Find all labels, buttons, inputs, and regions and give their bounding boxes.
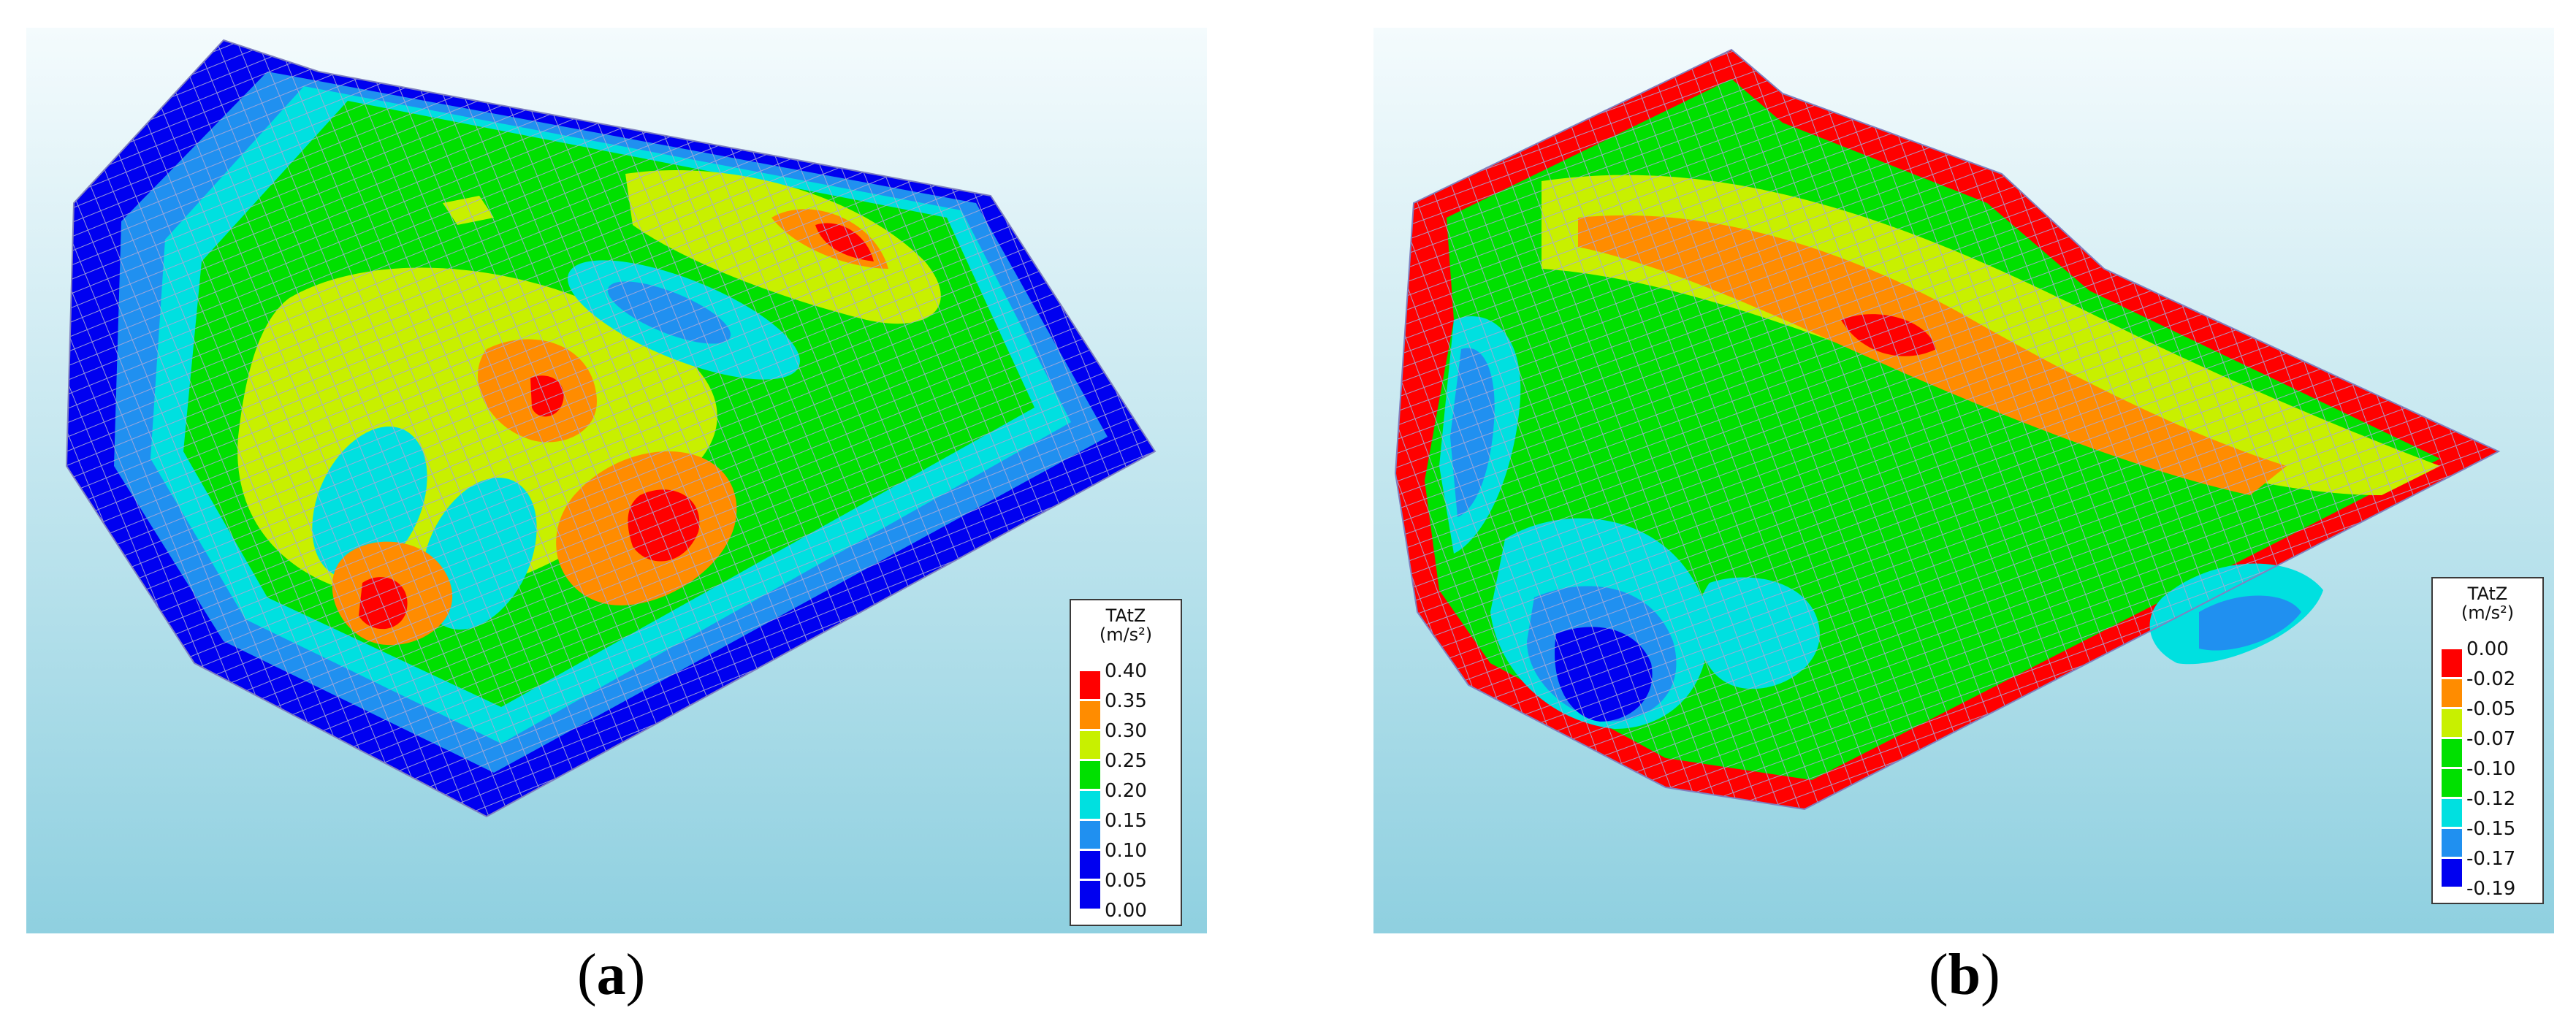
panel-a-legend-unit: (m/s²) bbox=[1099, 624, 1153, 645]
legend-tick-label: 0.40 bbox=[1105, 660, 1147, 682]
legend-tick-label: 0.25 bbox=[1105, 750, 1147, 772]
legend-color-swatch bbox=[1080, 881, 1100, 909]
panel-b-caption: (b) bbox=[1929, 943, 2000, 1007]
legend-color-swatch bbox=[2442, 859, 2462, 887]
panel-b-legend: TAtZ (m/s²) 0.00 -0.02 -0.05 -0.07 -0.10 -0.1… bbox=[2431, 577, 2544, 904]
legend-color-swatch bbox=[2442, 799, 2462, 827]
panel-a-legend-scale: 0.40 0.35 0.30 0.25 0.20 0.15 0.10 0.05 0.00 bbox=[1071, 662, 1181, 923]
legend-color-swatch bbox=[2442, 709, 2462, 737]
legend-tick-label: -0.12 bbox=[2466, 788, 2516, 810]
legend-color-swatch bbox=[1080, 851, 1100, 879]
panel-a-contour-plot bbox=[26, 28, 1207, 933]
legend-tick-label: 0.00 bbox=[1105, 900, 1147, 922]
legend-color-swatch bbox=[1080, 731, 1100, 759]
panel-b-surface bbox=[1394, 48, 2501, 811]
legend-color-swatch bbox=[2442, 679, 2462, 707]
legend-color-swatch bbox=[1080, 701, 1100, 729]
panel-b-contour-plot bbox=[1373, 28, 2554, 933]
legend-tick-label: 0.35 bbox=[1105, 690, 1147, 712]
legend-tick-label: 0.05 bbox=[1105, 870, 1147, 892]
legend-color-swatch bbox=[1080, 671, 1100, 699]
legend-color-swatch bbox=[1080, 821, 1100, 849]
panel-b-legend-scale: 0.00 -0.02 -0.05 -0.07 -0.10 -0.12 -0.15 -0.17 -… bbox=[2433, 640, 2542, 901]
legend-tick-label: 0.00 bbox=[2466, 638, 2509, 660]
legend-color-swatch bbox=[2442, 769, 2462, 797]
panel-b-legend-title: TAtZ bbox=[2467, 584, 2508, 604]
legend-tick-label: -0.10 bbox=[2466, 758, 2516, 780]
legend-tick-label: -0.05 bbox=[2466, 698, 2516, 720]
panel-a: TAtZ (m/s²) 0.40 0.35 0.30 0.25 0.20 0.15 0.10… bbox=[26, 28, 1207, 933]
legend-color-swatch bbox=[2442, 829, 2462, 857]
panel-a-surface bbox=[65, 39, 1156, 818]
legend-tick-label: -0.15 bbox=[2466, 818, 2516, 840]
panel-b-legend-unit: (m/s²) bbox=[2461, 603, 2515, 623]
legend-tick-label: 0.30 bbox=[1105, 720, 1147, 742]
legend-color-swatch bbox=[1080, 761, 1100, 789]
legend-color-swatch bbox=[2442, 649, 2462, 677]
panel-b: TAtZ (m/s²) 0.00 -0.02 -0.05 -0.07 -0.10 -0.1… bbox=[1373, 28, 2554, 933]
panel-a-legend-title: TAtZ bbox=[1105, 605, 1146, 626]
panel-a-caption: (a) bbox=[577, 943, 646, 1007]
legend-tick-label: 0.10 bbox=[1105, 840, 1147, 862]
legend-color-swatch bbox=[1080, 791, 1100, 819]
legend-tick-label: 0.15 bbox=[1105, 810, 1147, 832]
legend-tick-label: -0.07 bbox=[2466, 728, 2516, 750]
legend-tick-label: -0.02 bbox=[2466, 668, 2516, 690]
panel-a-legend: TAtZ (m/s²) 0.40 0.35 0.30 0.25 0.20 0.15 0.10… bbox=[1070, 599, 1182, 926]
legend-tick-label: -0.19 bbox=[2466, 878, 2516, 900]
legend-tick-label: -0.17 bbox=[2466, 848, 2516, 870]
legend-tick-label: 0.20 bbox=[1105, 780, 1147, 802]
legend-color-swatch bbox=[2442, 739, 2462, 767]
